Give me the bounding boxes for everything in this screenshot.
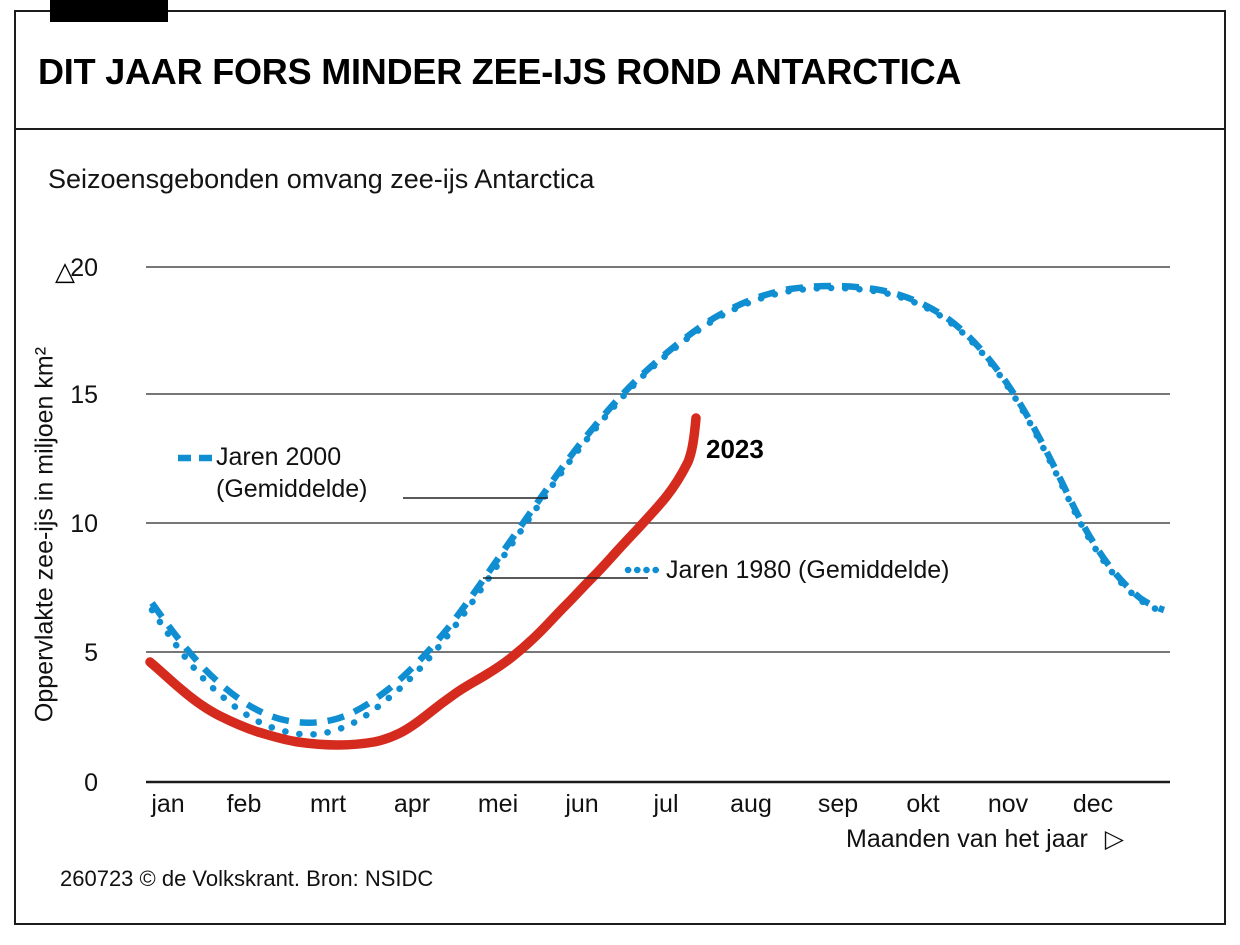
legend-label-jaren-1980: Jaren 1980 (Gemiddelde) (666, 556, 950, 584)
x-axis-title-text: Maanden van het jaar (846, 825, 1088, 853)
brand-tab (50, 0, 168, 22)
x-tick-dec: dec (1072, 790, 1114, 818)
x-tick-mrt: mrt (309, 790, 347, 818)
legend-label-jaren-2000-line1: Jaren 2000 (216, 443, 342, 471)
legend-label-jaren-2000-line2: (Gemiddelde) (216, 475, 368, 503)
y-tick-0: 0 (84, 769, 98, 797)
series-line-jaren-2000 (149, 282, 1166, 726)
y-tick-20: 20 (70, 254, 98, 282)
x-tick-feb: feb (226, 790, 262, 818)
x-axis-title: Maanden van het jaar ▷ (846, 824, 1124, 854)
y-axis-arrow-icon: △ (55, 256, 75, 286)
y-tick-15: 15 (70, 381, 98, 409)
x-tick-nov: nov (987, 790, 1029, 818)
source-footnote: 260723 © de Volkskrant. Bron: NSIDC (60, 866, 434, 891)
y-tick-10: 10 (70, 510, 98, 538)
x-tick-aug: aug (730, 790, 772, 818)
x-tick-apr: apr (393, 790, 431, 818)
x-tick-sep: sep (817, 790, 859, 818)
x-tick-okt: okt (906, 790, 940, 818)
x-tick-mei: mei (477, 790, 519, 818)
header-band (16, 12, 1224, 130)
x-axis-arrow-icon: ▷ (1104, 825, 1125, 853)
y-tick-5: 5 (84, 639, 98, 667)
x-tick-jun: jun (565, 790, 599, 818)
figure-frame (14, 10, 1226, 925)
x-tick-jul: jul (653, 790, 679, 818)
series-label-2023: 2023 (706, 434, 764, 464)
page-title: DIT JAAR FORS MINDER ZEE-IJS ROND ANTARC… (38, 51, 962, 92)
x-tick-jan: jan (151, 790, 185, 818)
legend-label-jaren-2000: Jaren 2000 (Gemiddelde) (216, 441, 367, 505)
chart-subtitle: Seizoensgebonden omvang zee-ijs Antarcti… (48, 164, 595, 194)
series-line-2023 (145, 413, 701, 750)
gridlines (146, 266, 1170, 653)
